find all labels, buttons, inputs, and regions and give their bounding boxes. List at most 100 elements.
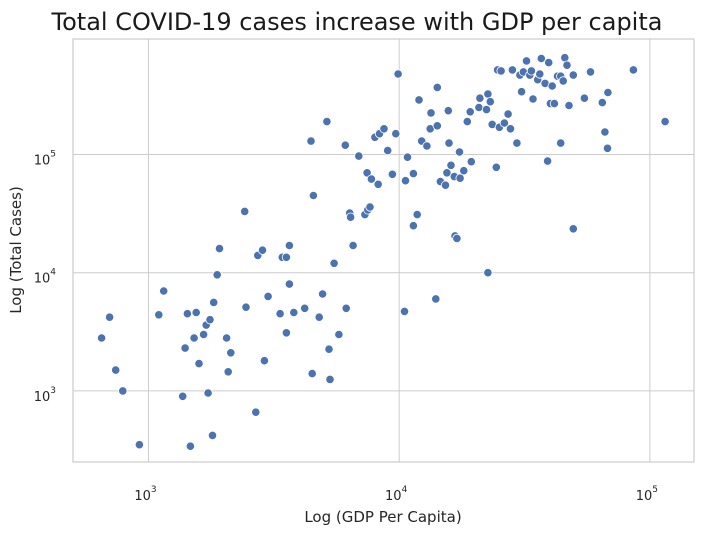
data-point <box>491 162 501 172</box>
data-point <box>602 143 613 153</box>
data-point <box>562 60 572 70</box>
data-point <box>154 310 164 320</box>
data-point <box>362 168 372 178</box>
data-point <box>558 76 568 86</box>
data-point <box>462 117 472 127</box>
data-point <box>212 270 222 280</box>
data-point <box>284 279 294 289</box>
data-point <box>334 329 344 340</box>
data-point <box>180 343 190 353</box>
data-point <box>365 202 375 212</box>
data-point <box>560 53 570 63</box>
data-point <box>408 221 418 231</box>
data-point <box>547 81 557 91</box>
data-point <box>528 94 538 104</box>
data-point <box>521 56 532 66</box>
data-point <box>474 102 484 113</box>
data-point <box>341 303 351 313</box>
y-tick-label: 103 <box>34 386 56 405</box>
y-axis-label: Log (Total Cases) <box>7 186 25 314</box>
data-point <box>556 138 566 148</box>
data-point <box>241 302 251 312</box>
data-point <box>379 124 389 134</box>
data-point <box>536 53 546 64</box>
data-point <box>485 97 495 107</box>
data-point <box>325 374 335 384</box>
data-point <box>275 309 285 319</box>
grid-lines <box>73 39 694 462</box>
data-point <box>324 344 334 354</box>
data-point <box>516 87 527 97</box>
data-point <box>585 67 596 77</box>
data-point <box>603 87 613 98</box>
plot-frame <box>72 38 695 463</box>
data-point <box>544 57 554 68</box>
data-point <box>503 109 513 119</box>
data-point <box>391 129 401 139</box>
data-point <box>134 440 144 450</box>
data-point <box>452 233 462 243</box>
data-point <box>300 303 310 313</box>
data-point <box>354 151 364 161</box>
data-point <box>466 157 476 167</box>
data-point <box>306 136 316 146</box>
data-point <box>191 307 201 318</box>
data-point <box>446 160 456 170</box>
data-point <box>505 124 516 134</box>
x-tick-label: 104 <box>385 485 408 504</box>
y-tick-labels: 103 104 105 <box>34 150 57 405</box>
data-point <box>111 365 121 375</box>
data-point <box>263 291 273 301</box>
data-point <box>345 212 356 222</box>
data-point <box>507 65 518 75</box>
data-point <box>432 121 442 131</box>
data-point <box>454 147 465 157</box>
data-point <box>442 168 452 178</box>
data-point <box>259 356 269 366</box>
data-point <box>443 106 453 116</box>
data-point <box>348 240 358 251</box>
data-point <box>393 69 403 79</box>
data-point <box>568 224 578 234</box>
data-point <box>289 307 299 318</box>
data-point <box>340 140 350 150</box>
data-point <box>189 333 199 343</box>
data-point <box>628 65 639 75</box>
x-tick-label: 105 <box>636 485 658 504</box>
data-point <box>314 312 324 322</box>
data-point <box>284 240 294 251</box>
data-point <box>317 289 328 299</box>
data-point <box>383 146 393 156</box>
data-points <box>97 53 670 451</box>
data-point <box>549 99 560 109</box>
data-point <box>329 258 339 268</box>
data-point <box>412 210 422 220</box>
data-point <box>322 117 332 127</box>
data-point <box>432 82 442 93</box>
data-point <box>207 430 218 440</box>
data-point <box>483 268 493 278</box>
data-point <box>257 245 268 255</box>
y-tick-label: 105 <box>34 150 56 169</box>
data-point <box>475 93 485 103</box>
data-point <box>251 407 261 417</box>
data-point <box>422 141 432 151</box>
data-point <box>97 333 107 343</box>
data-point <box>597 98 607 108</box>
data-point <box>281 328 291 338</box>
data-point <box>526 66 537 76</box>
data-point <box>223 367 233 377</box>
data-point <box>408 169 418 179</box>
data-point <box>307 368 317 379</box>
data-point <box>564 100 574 111</box>
data-point <box>185 441 195 451</box>
data-point <box>159 286 169 296</box>
data-point <box>455 173 465 183</box>
data-point <box>481 105 492 115</box>
x-axis-label: Log (GDP Per Capita) <box>304 508 461 526</box>
chart-title: Total COVID-19 cases increase with GDP p… <box>51 8 663 36</box>
data-point <box>209 297 219 307</box>
data-point <box>496 66 506 76</box>
data-point <box>118 386 128 396</box>
data-point <box>459 166 469 176</box>
